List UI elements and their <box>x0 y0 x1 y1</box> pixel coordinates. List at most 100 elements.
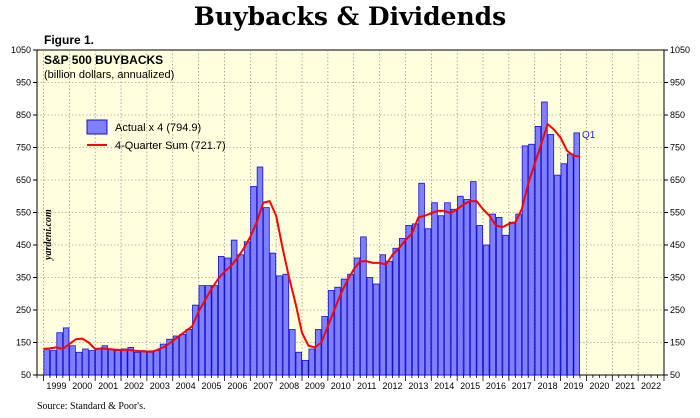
bar <box>56 332 63 376</box>
bar <box>198 285 206 376</box>
line-series <box>43 123 581 353</box>
bar <box>502 234 509 376</box>
bar <box>444 202 451 376</box>
bar <box>185 329 193 376</box>
legend: Actual x 4 (794.9) 4-Quarter Sum (721.7) <box>86 119 226 152</box>
bar <box>528 143 535 376</box>
x-tick-label: 2007 <box>253 381 273 391</box>
bar <box>386 260 393 376</box>
bar <box>69 345 76 376</box>
bar <box>88 350 96 376</box>
bar <box>373 283 380 376</box>
bar <box>256 166 264 376</box>
bar <box>554 174 561 376</box>
bar <box>521 145 529 376</box>
x-tick-label: 1999 <box>46 381 66 391</box>
bar <box>547 134 555 376</box>
x-tick-label: 2011 <box>357 381 376 391</box>
bar <box>127 346 134 376</box>
y-tick-label-right: 1050 <box>670 45 690 55</box>
y-tick-label-left: 550 <box>16 208 31 218</box>
bar <box>192 304 199 376</box>
bar <box>327 290 335 376</box>
bar <box>217 255 225 376</box>
y-tick-label-left: 750 <box>16 143 31 153</box>
y-tick-label-right: 50 <box>670 370 680 380</box>
y-tick-label-left: 1050 <box>11 45 31 55</box>
x-tick-label: 2012 <box>382 381 402 391</box>
bar <box>263 207 270 376</box>
bar <box>237 254 244 376</box>
bar <box>379 254 387 376</box>
y-tick-label-right: 750 <box>670 143 685 153</box>
bar <box>75 351 83 376</box>
x-tick-label: 2017 <box>512 381 532 391</box>
bar <box>49 350 57 376</box>
y-tick-label-right: 850 <box>670 110 685 120</box>
bar <box>62 327 70 376</box>
figure-label: Figure 1. <box>44 33 95 47</box>
y-tick-label-left: 150 <box>16 338 31 348</box>
y-tick-label-right: 450 <box>670 240 685 250</box>
y-tick-label-left: 50 <box>21 370 31 380</box>
q1-annotation: Q1 <box>582 130 596 141</box>
bar-series <box>43 101 580 376</box>
bar <box>121 348 128 376</box>
bar <box>398 238 406 376</box>
y-tick-label-right: 350 <box>670 273 685 283</box>
y-tick-label-right: 650 <box>670 175 685 185</box>
bar <box>321 316 328 376</box>
bar <box>101 345 109 376</box>
bar <box>573 132 580 376</box>
bar <box>133 351 141 376</box>
x-tick-label: 2019 <box>563 381 583 391</box>
legend-bar-swatch <box>86 119 108 135</box>
bar <box>495 216 503 376</box>
x-tick-label: 2000 <box>72 381 92 391</box>
legend-line-label: 4-Quarter Sum (721.7) <box>115 140 226 152</box>
x-tick-label: 2015 <box>460 381 480 391</box>
bar <box>289 329 296 376</box>
bar <box>567 153 574 376</box>
bar <box>82 348 89 376</box>
bar <box>515 213 522 376</box>
source-note: Source: Standard & Poor's. <box>37 401 146 412</box>
chart-subtitle: (billion dollars, annualized) <box>44 69 174 81</box>
bar <box>282 273 290 376</box>
x-tick-label: 2002 <box>124 381 144 391</box>
bar <box>347 273 354 376</box>
bar <box>534 125 542 376</box>
bar <box>340 278 348 376</box>
bar <box>541 101 548 376</box>
bar <box>366 277 374 376</box>
y-tick-label-right: 550 <box>670 208 685 218</box>
x-tick-label: 2018 <box>538 381 558 391</box>
bar <box>360 236 367 376</box>
sum-line <box>43 123 581 353</box>
axes: 50 50 150 150 250 250 350 350 450 450 550 550 650 650… <box>11 45 690 391</box>
bar <box>424 228 432 376</box>
y-tick-label-left: 350 <box>16 273 31 283</box>
bar <box>314 329 322 376</box>
bar <box>166 338 173 376</box>
bar <box>450 208 458 376</box>
bar <box>392 247 399 376</box>
x-tick-label: 2009 <box>305 381 325 391</box>
bar <box>276 275 283 376</box>
y-tick-label-right: 250 <box>670 305 685 315</box>
bar <box>95 348 102 376</box>
bar <box>205 285 212 376</box>
watermark: yardeni.com <box>43 209 54 261</box>
bar <box>224 257 231 376</box>
bar <box>334 286 341 376</box>
bar <box>114 350 122 376</box>
bar <box>463 199 471 376</box>
bar <box>483 244 490 376</box>
bar <box>250 186 257 376</box>
bar <box>418 182 425 376</box>
bar <box>411 223 419 376</box>
bar <box>140 350 147 376</box>
x-tick-label: 2022 <box>641 381 661 391</box>
bar <box>153 350 160 376</box>
